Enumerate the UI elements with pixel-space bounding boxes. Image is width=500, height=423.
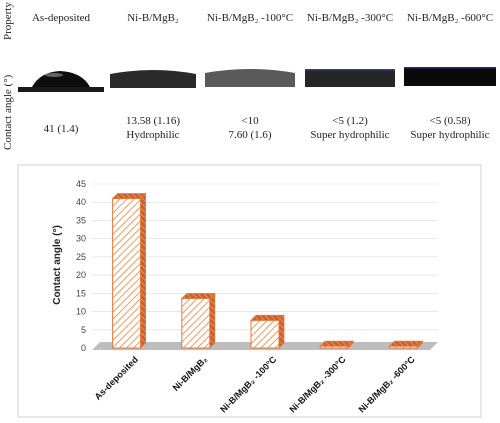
y-axis-label: Contact angle (°) bbox=[52, 225, 63, 305]
bar-front bbox=[181, 298, 211, 349]
y-tick-label: 10 bbox=[76, 307, 86, 317]
value-note: Hydrophilic bbox=[126, 129, 180, 141]
bar bbox=[180, 292, 216, 349]
bar-side bbox=[416, 340, 423, 349]
bar-front bbox=[112, 198, 142, 349]
bar-front bbox=[250, 319, 280, 349]
bar-side bbox=[209, 292, 216, 349]
bar-top bbox=[388, 340, 424, 347]
bar-top bbox=[250, 314, 285, 321]
header-as-deposited: As-deposited bbox=[31, 12, 91, 24]
y-tick-label: 30 bbox=[76, 234, 86, 244]
value-note: 7.60 (1.6) bbox=[228, 129, 272, 141]
header-ni-b-mgb2: Ni-B/MgB₂ bbox=[127, 12, 179, 24]
header-ni-b-mgb2-600: Ni-B/MgB₂ -600°C bbox=[406, 12, 494, 24]
value-note: Super hydrophilic bbox=[310, 129, 390, 141]
value-main: <10 bbox=[241, 115, 259, 127]
bar-top bbox=[111, 193, 147, 199]
bar-side bbox=[140, 192, 147, 349]
bar bbox=[388, 340, 424, 349]
value-as-deposited: 41 (1.4) bbox=[18, 122, 104, 136]
droplet-image-ni-b-mgb2-600 bbox=[404, 67, 496, 86]
y-tick-label: 15 bbox=[76, 288, 86, 298]
droplet-image-ni-b-mgb2 bbox=[110, 70, 196, 88]
header-ni-b-mgb2-300: Ni-B/MgB₂ -300°C bbox=[306, 12, 394, 24]
bar-top bbox=[319, 340, 355, 347]
header-ni-b-mgb2-100: Ni-B/MgB₂ -100°C bbox=[206, 12, 294, 24]
droplet-image-ni-b-mgb2-300 bbox=[305, 69, 395, 87]
bar-side bbox=[278, 314, 285, 349]
y-tick-label: 35 bbox=[76, 215, 86, 225]
value-main: <5 (0.58) bbox=[429, 115, 471, 127]
y-tick-label: 0 bbox=[81, 343, 86, 353]
y-tick-label: 20 bbox=[76, 270, 86, 280]
x-tick-label: As-deposited bbox=[93, 354, 140, 401]
value-main: 13.58 (1.16) bbox=[125, 115, 181, 127]
droplet-image-as-deposited bbox=[18, 71, 104, 92]
value-ni-b-mgb2-600: <5 (0.58) Super hydrophilic bbox=[400, 114, 500, 142]
x-tick-label: Ni-B/MgB₂ -600°C bbox=[357, 354, 418, 415]
x-tick-label: Ni-B/MgB₂ -100°C bbox=[218, 354, 279, 415]
value-main: 41 (1.4) bbox=[43, 123, 79, 135]
bar-top bbox=[180, 293, 216, 299]
bar bbox=[111, 192, 147, 349]
value-ni-b-mgb2-100: <10 7.60 (1.6) bbox=[200, 114, 300, 142]
bar bbox=[250, 314, 285, 349]
y-tick-label: 40 bbox=[76, 197, 86, 207]
x-tick-label: Ni-B/MgB₂ bbox=[171, 354, 210, 393]
y-tick-label: 5 bbox=[81, 325, 86, 335]
value-note: Super hydrophilic bbox=[410, 129, 490, 141]
value-main: <5 (1.2) bbox=[332, 115, 368, 127]
bar-side bbox=[347, 340, 354, 349]
value-ni-b-mgb2-300: <5 (1.2) Super hydrophilic bbox=[300, 114, 400, 142]
y-tick-label: 45 bbox=[76, 179, 86, 189]
bar bbox=[319, 340, 355, 349]
x-tick-label: Ni-B/MgB₂ -300°C bbox=[287, 354, 348, 415]
y-tick-label: 25 bbox=[76, 252, 86, 262]
droplet-image-ni-b-mgb2-100 bbox=[205, 68, 295, 87]
chart-frame bbox=[17, 164, 482, 418]
value-ni-b-mgb2: 13.58 (1.16) Hydrophilic bbox=[108, 114, 198, 142]
